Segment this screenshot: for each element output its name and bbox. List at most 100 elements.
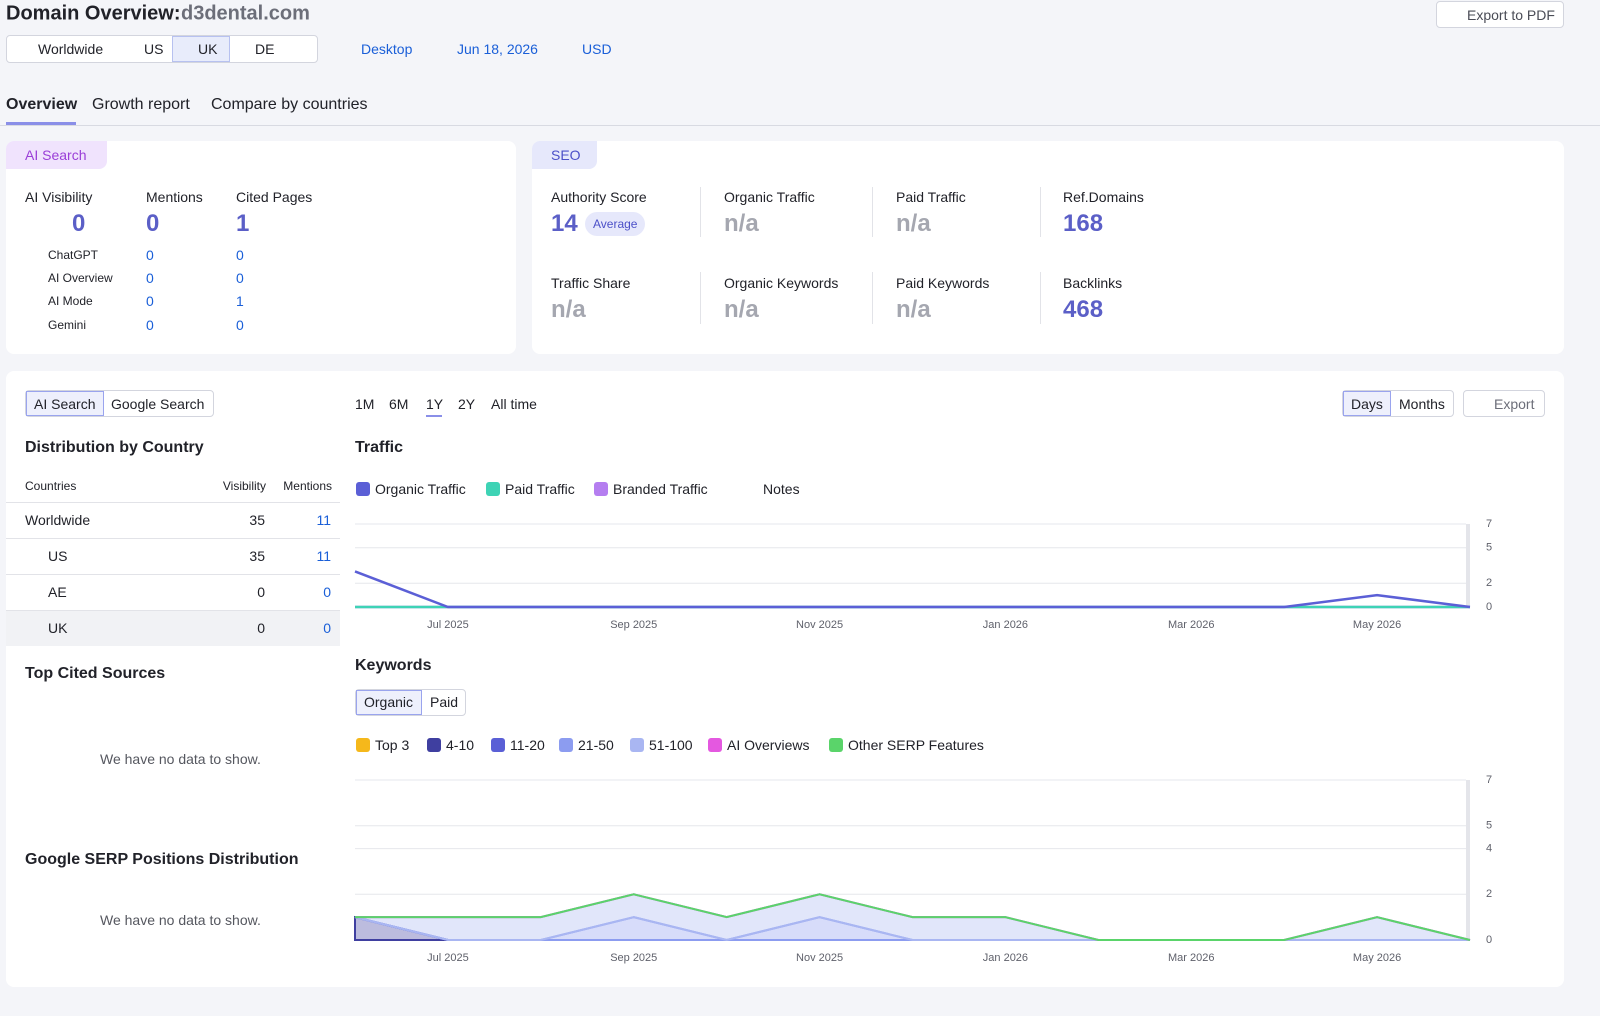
divider	[700, 187, 701, 237]
platform-mentions[interactable]: 0	[146, 247, 154, 263]
nav-tab[interactable]: Overview	[6, 96, 78, 113]
platform-cited[interactable]: 1	[236, 293, 244, 309]
column: Countries	[25, 479, 77, 493]
seo-card	[532, 141, 1564, 354]
legend-checkbox[interactable]	[491, 738, 505, 752]
mode-active[interactable]	[356, 690, 422, 715]
legend-checkbox[interactable]	[708, 738, 722, 752]
platform-mentions[interactable]: 0	[146, 317, 154, 333]
location-tab[interactable]: US	[144, 41, 164, 57]
toggle[interactable]: AI Search	[34, 396, 96, 412]
legend-checkbox[interactable]	[559, 738, 573, 752]
export-pdf[interactable]: Export to PDF	[1467, 7, 1555, 23]
y-tick-label: 0	[1486, 601, 1492, 613]
legend-checkbox[interactable]	[356, 738, 370, 752]
legend-label[interactable]: Other SERP Features	[848, 737, 984, 753]
seo-metric-value: n/a	[724, 296, 759, 323]
legend-checkbox[interactable]	[630, 738, 644, 752]
badge: Average	[585, 212, 646, 236]
legend-label[interactable]: Branded Traffic	[613, 481, 708, 497]
seo-metric-value[interactable]: 468	[1063, 296, 1104, 323]
date[interactable]: Jun 18, 2026	[457, 41, 538, 57]
mentions: 0	[323, 584, 331, 600]
seo-metric-value[interactable]: 168	[1063, 210, 1104, 237]
location-selector	[6, 35, 318, 63]
country: Worldwide	[25, 512, 91, 528]
nav-tab[interactable]: Growth report	[92, 96, 190, 113]
location-tab[interactable]: Worldwide	[38, 41, 104, 57]
row-highlight	[6, 610, 340, 646]
granularity[interactable]: Months	[1399, 396, 1445, 412]
area	[355, 893, 1471, 941]
platform-cited[interactable]: 0	[236, 247, 244, 263]
legend-label[interactable]: AI Overviews	[727, 737, 810, 753]
x-tick-label: Nov 2025	[796, 619, 843, 631]
source-active[interactable]	[26, 391, 104, 416]
legend-checkbox[interactable]	[356, 482, 370, 496]
legend-label[interactable]: 4-10	[446, 737, 475, 753]
export[interactable]: Export	[1494, 396, 1535, 412]
export-pdf-button[interactable]	[1436, 1, 1564, 28]
legend-checkbox[interactable]	[486, 482, 500, 496]
legend-checkbox[interactable]	[594, 482, 608, 496]
device[interactable]: Desktop	[361, 41, 413, 57]
x-tick-label: Mar 2026	[1168, 952, 1214, 964]
row-divider	[6, 538, 340, 539]
y-tick-label: 7	[1486, 518, 1492, 530]
range[interactable]: All time	[491, 396, 537, 412]
mentions: 0	[323, 620, 331, 636]
scrollbar	[1466, 780, 1470, 940]
charts-card	[6, 371, 1564, 987]
x-tick-label: Nov 2025	[796, 952, 843, 964]
range[interactable]: 1M	[355, 396, 375, 412]
divider	[1040, 187, 1041, 237]
seo-metric-name: Ref.Domains	[1063, 189, 1144, 205]
legend-label[interactable]: 21-50	[578, 737, 614, 753]
x-tick-label: Jan 2026	[983, 952, 1028, 964]
platform-cited[interactable]: 0	[236, 317, 244, 333]
seo-metric-value: n/a	[896, 296, 931, 323]
seo-metric-name: Paid Traffic	[896, 189, 966, 205]
visibility: 35	[249, 548, 265, 564]
section-title: Top Cited Sources	[25, 665, 166, 682]
platform-mentions[interactable]: 0	[146, 293, 154, 309]
seo-metric-value[interactable]: 14	[551, 210, 578, 237]
range[interactable]: 6M	[389, 396, 409, 412]
seo-metric-name: Paid Keywords	[896, 275, 990, 291]
export-button[interactable]	[1463, 390, 1545, 417]
location-tab[interactable]: UK	[198, 41, 218, 57]
legend-checkbox[interactable]	[427, 738, 441, 752]
legend-label[interactable]: Paid Traffic	[505, 481, 575, 497]
platform-name: AI Mode	[48, 294, 93, 308]
platform-cited[interactable]: 0	[236, 270, 244, 286]
platform-mentions[interactable]: 0	[146, 270, 154, 286]
divider	[1040, 272, 1041, 324]
range[interactable]: 1Y	[426, 396, 444, 412]
x-tick-label: Jul 2025	[427, 952, 469, 964]
legend-checkbox[interactable]	[829, 738, 843, 752]
legend-label[interactable]: 51-100	[649, 737, 693, 753]
visibility: 35	[249, 512, 265, 528]
location-tab[interactable]: DE	[255, 41, 275, 57]
domain: d3dental.com	[181, 2, 310, 25]
mode[interactable]: Paid	[430, 694, 459, 710]
row-divider	[6, 610, 340, 611]
metric-value: 0	[146, 210, 160, 237]
granularity[interactable]: Days	[1351, 396, 1383, 412]
visibility: 0	[257, 620, 265, 636]
legend-label[interactable]: Organic Traffic	[375, 481, 466, 497]
tabs-divider	[0, 125, 1600, 126]
country: UK	[48, 620, 68, 636]
currency[interactable]: USD	[582, 41, 612, 57]
toggle[interactable]: Google Search	[111, 396, 205, 412]
nav-tab[interactable]: Compare by countries	[211, 96, 368, 113]
range[interactable]: 2Y	[458, 396, 476, 412]
legend-label[interactable]: 11-20	[510, 737, 545, 753]
ai-search-label-bg	[6, 141, 107, 169]
granularity-active[interactable]	[1343, 391, 1391, 416]
seo-metric-value: n/a	[724, 210, 759, 237]
notes[interactable]: Notes	[763, 481, 800, 497]
mode[interactable]: Organic	[364, 694, 414, 710]
legend-label[interactable]: Top 3	[375, 737, 410, 753]
section-title: Google SERP Positions Distribution	[25, 851, 299, 868]
